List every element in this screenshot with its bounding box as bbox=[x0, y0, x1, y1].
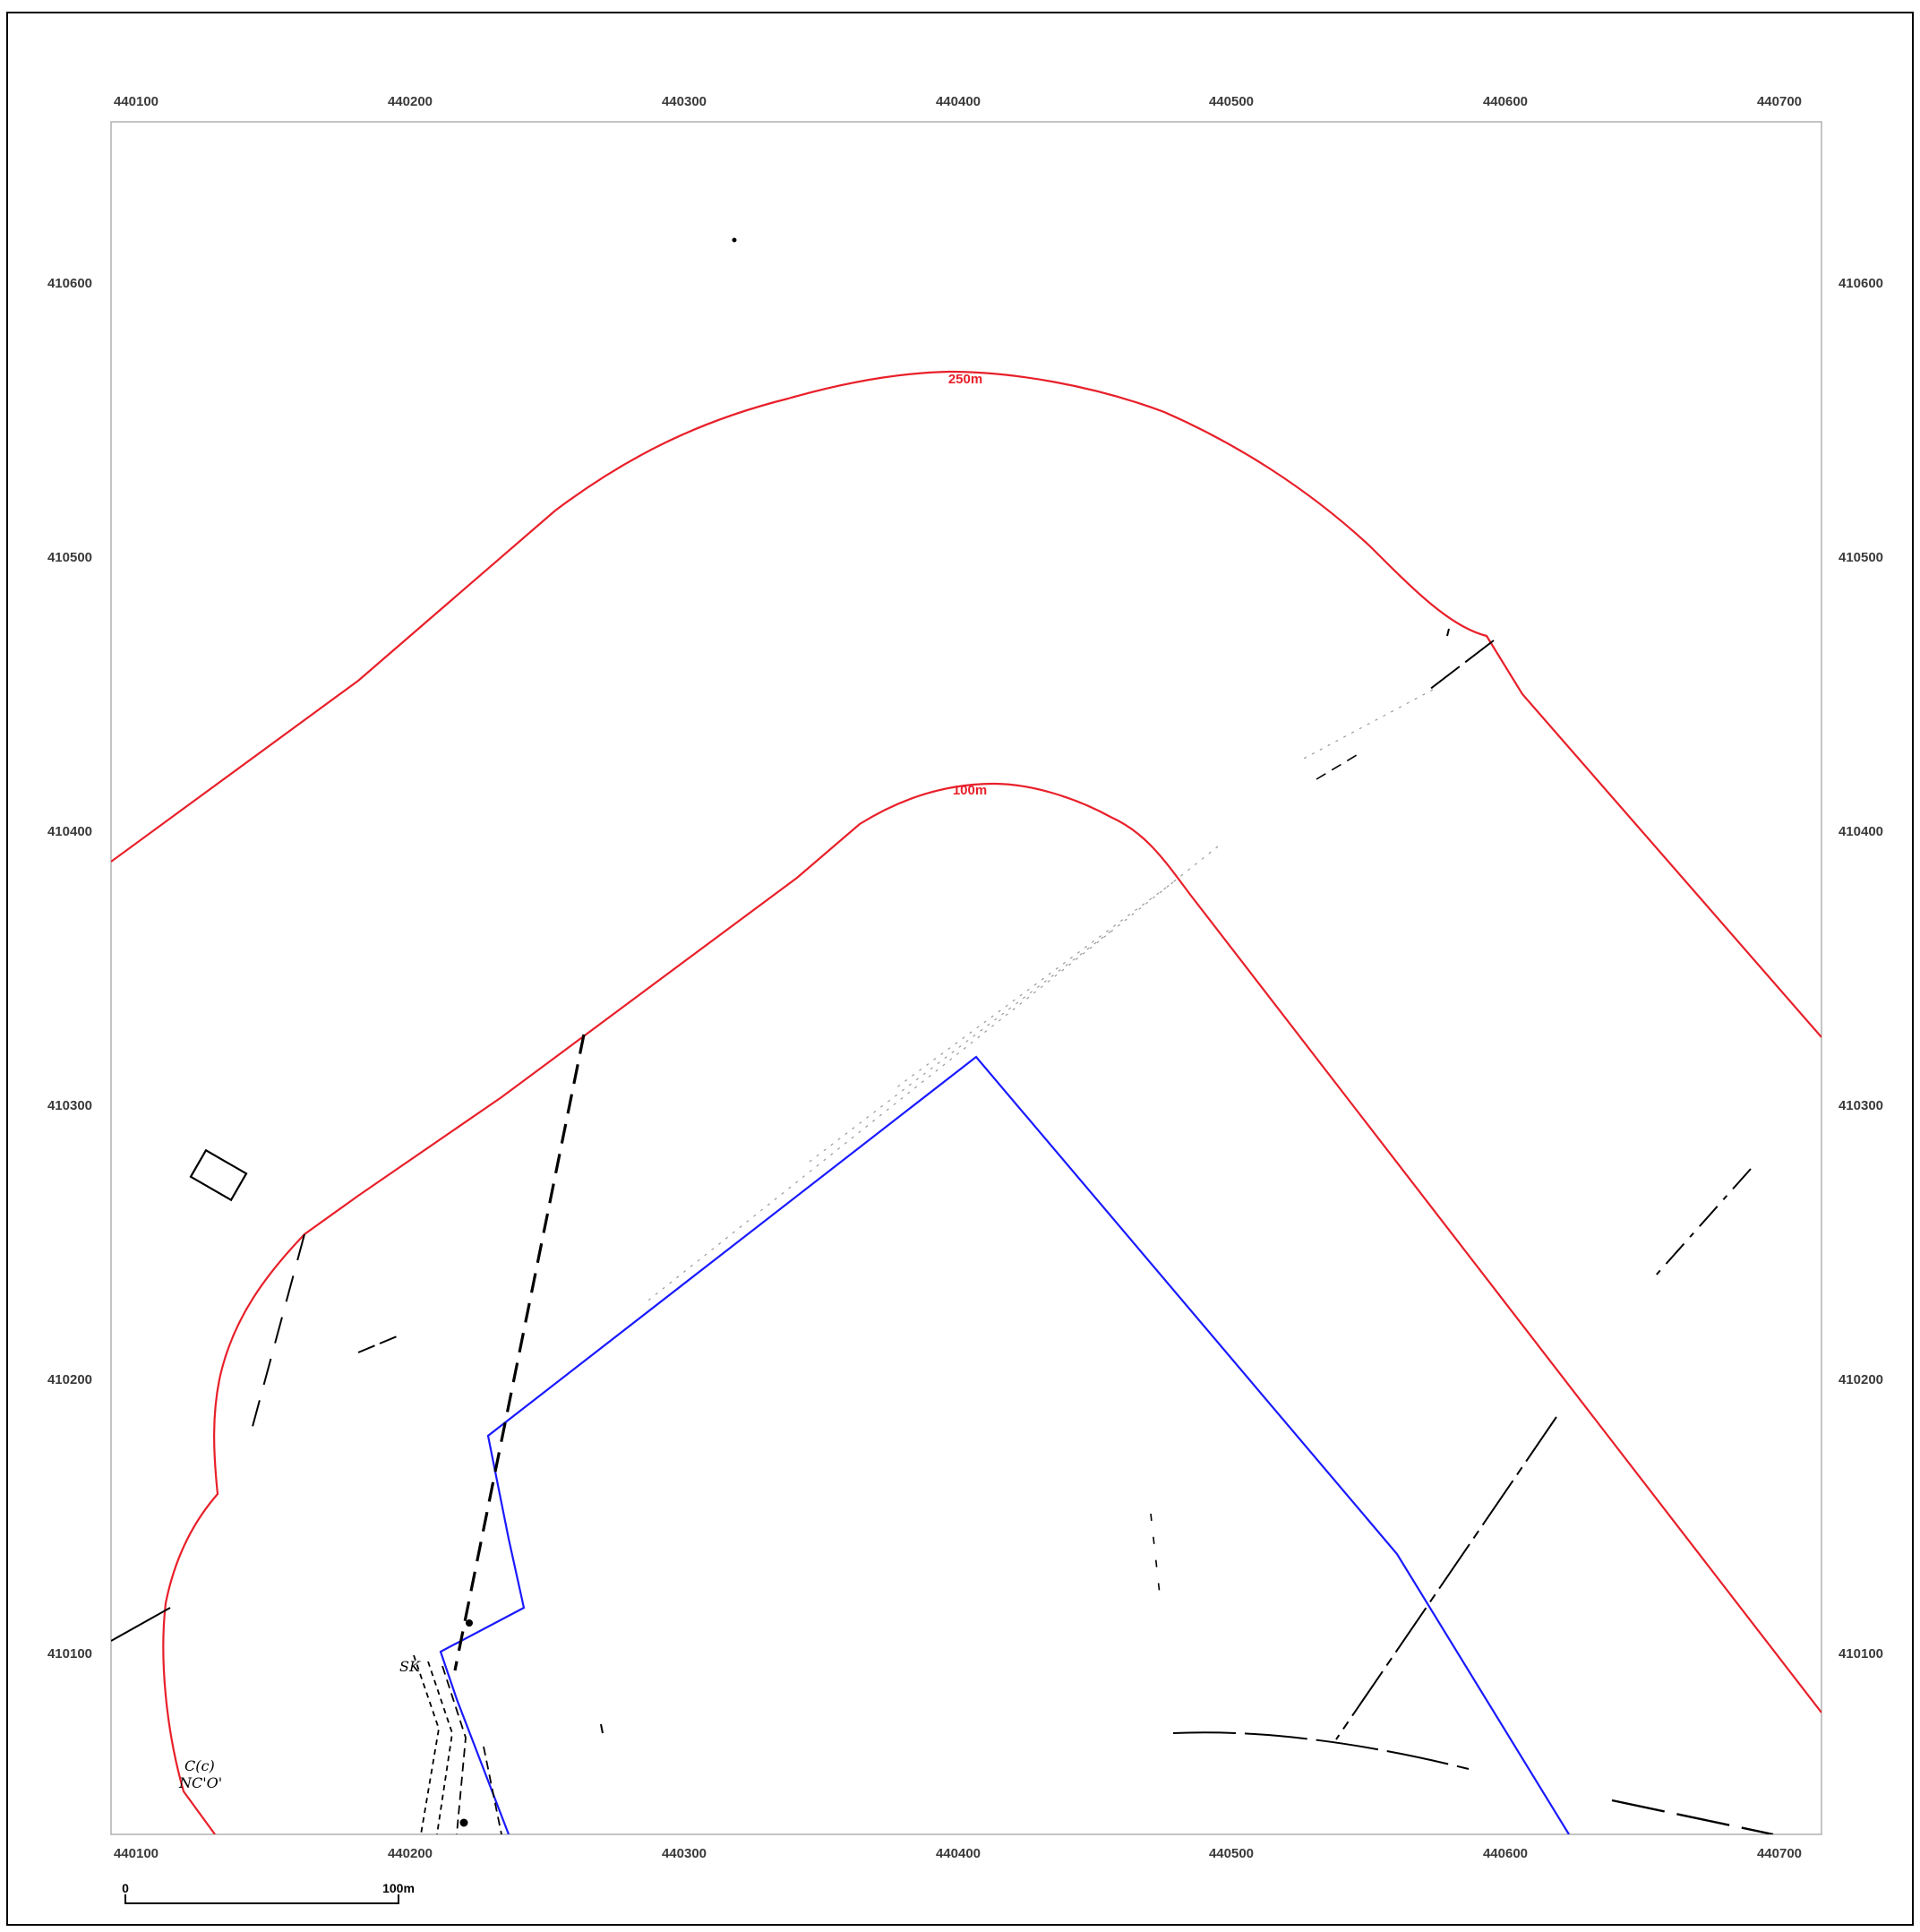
pit-feature bbox=[459, 1818, 468, 1827]
linear-feature bbox=[600, 1723, 604, 1734]
pit-feature bbox=[466, 1619, 473, 1627]
archaeological-features bbox=[111, 237, 1774, 1834]
scale-bar-end-label: 100m bbox=[382, 1881, 415, 1895]
northing-tick: 410400 bbox=[47, 824, 92, 839]
easting-tick: 440100 bbox=[114, 1846, 159, 1861]
northing-tick: 410400 bbox=[1839, 824, 1883, 839]
linear-feature bbox=[1446, 628, 1450, 637]
easting-tick: 440600 bbox=[1483, 1846, 1528, 1861]
pit-feature bbox=[732, 237, 737, 243]
ditch-lines bbox=[483, 1746, 502, 1834]
northing-tick: 410100 bbox=[47, 1646, 92, 1662]
easting-tick: 440500 bbox=[1209, 94, 1254, 109]
linear-feature bbox=[111, 1607, 171, 1642]
linear-feature bbox=[1428, 640, 1495, 691]
northing-tick: 410200 bbox=[47, 1372, 92, 1387]
map-frame bbox=[110, 121, 1822, 1835]
handwritten-note: NC'O' bbox=[178, 1774, 222, 1791]
northing-tick: 410600 bbox=[1839, 276, 1883, 291]
handwritten-note: C(c) bbox=[184, 1757, 215, 1774]
easting-tick: 440200 bbox=[388, 94, 433, 109]
map-content: 250m 100m C(c) NC'O' SK bbox=[111, 237, 1821, 1834]
easting-tick: 440200 bbox=[388, 1846, 433, 1861]
faint-cropmark-traces bbox=[644, 689, 1434, 1304]
ditch-lines bbox=[441, 1665, 467, 1834]
buffer-100m-label: 100m bbox=[953, 783, 987, 798]
easting-labels-bottom: 440100 440200 440300 440400 440500 44060… bbox=[114, 1846, 1802, 1861]
easting-tick: 440700 bbox=[1757, 94, 1802, 109]
easting-tick: 440500 bbox=[1209, 1846, 1254, 1861]
northing-tick: 410300 bbox=[1839, 1098, 1883, 1113]
buffer-250m-label: 250m bbox=[948, 372, 982, 387]
linear-feature-dashed bbox=[250, 1233, 305, 1434]
easting-tick: 440600 bbox=[1483, 94, 1528, 109]
linear-feature-dashed bbox=[453, 1034, 586, 1671]
northing-tick: 410500 bbox=[1839, 550, 1883, 565]
northing-tick: 410300 bbox=[47, 1098, 92, 1113]
ditch-lines bbox=[413, 1654, 440, 1834]
northing-tick: 410600 bbox=[47, 276, 92, 291]
buffer-250m-line bbox=[111, 370, 1821, 1038]
curvilinear-feature bbox=[1172, 1731, 1470, 1770]
easting-tick: 440300 bbox=[662, 1846, 707, 1861]
scale-bar: 0 100m bbox=[122, 1881, 415, 1904]
linear-feature bbox=[1335, 1416, 1557, 1740]
site-boundary bbox=[439, 1055, 1570, 1834]
northing-tick: 410500 bbox=[47, 550, 92, 565]
buffer-100m-line bbox=[162, 782, 1821, 1834]
linear-feature bbox=[357, 1334, 402, 1353]
rectangular-enclosure bbox=[189, 1148, 248, 1202]
handwritten-note: SK bbox=[399, 1658, 421, 1675]
easting-tick: 440400 bbox=[936, 94, 981, 109]
linear-feature bbox=[1654, 1168, 1752, 1277]
easting-tick: 440100 bbox=[114, 94, 159, 109]
easting-tick: 440700 bbox=[1757, 1846, 1802, 1861]
sheet-border bbox=[6, 12, 1914, 1926]
easting-tick: 440300 bbox=[662, 94, 707, 109]
northing-labels-left: 410600 410500 410400 410300 410200 41010… bbox=[47, 276, 92, 1662]
northing-labels-right: 410600 410500 410400 410300 410200 41010… bbox=[1839, 276, 1883, 1662]
northing-tick: 410100 bbox=[1839, 1646, 1883, 1662]
easting-labels-top: 440100 440200 440300 440400 440500 44060… bbox=[114, 94, 1802, 109]
northing-tick: 410200 bbox=[1839, 1372, 1883, 1387]
linear-feature bbox=[1316, 751, 1362, 780]
linear-feature bbox=[1611, 1799, 1774, 1834]
easting-tick: 440400 bbox=[936, 1846, 981, 1861]
scale-bar-start-label: 0 bbox=[122, 1881, 129, 1895]
